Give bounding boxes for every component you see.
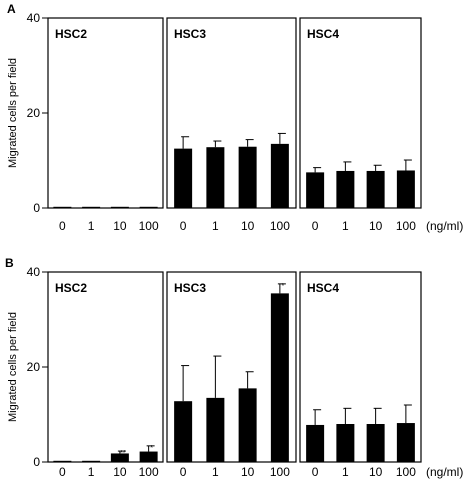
x-tick-label: 100 bbox=[396, 465, 416, 479]
bar bbox=[306, 424, 325, 462]
panel-hsc3: HSC3 0 1 10 100 bbox=[166, 17, 297, 233]
y-tick-label: 20 bbox=[27, 106, 41, 120]
y-tick-label: 20 bbox=[27, 360, 41, 374]
bar bbox=[206, 147, 225, 208]
bar bbox=[110, 453, 129, 462]
bar bbox=[139, 451, 158, 462]
x-tick-label: 10 bbox=[241, 465, 255, 479]
x-tick-label: 10 bbox=[241, 219, 255, 233]
panel-hsc3: HSC3 0 1 10 * 100 bbox=[166, 271, 297, 479]
significance-mark: * bbox=[150, 445, 153, 452]
panel-title: HSC4 bbox=[307, 27, 339, 41]
y-axis-title: Migrated cells per field bbox=[7, 312, 19, 422]
bar bbox=[174, 401, 193, 462]
x-tick-label: 100 bbox=[139, 219, 159, 233]
x-tick-label: 10 bbox=[369, 219, 383, 233]
x-tick-label: 1 bbox=[212, 219, 219, 233]
panel-title: HSC4 bbox=[307, 281, 339, 295]
x-tick-label: 0 bbox=[312, 219, 319, 233]
panel-title: HSC3 bbox=[174, 281, 206, 295]
bar bbox=[238, 146, 257, 208]
bar bbox=[336, 424, 355, 462]
x-tick-label: 1 bbox=[342, 219, 349, 233]
bar bbox=[306, 172, 325, 208]
panel-frame bbox=[47, 271, 164, 463]
bar bbox=[270, 143, 289, 208]
bar bbox=[396, 170, 415, 208]
panel-frame bbox=[166, 271, 297, 463]
bar bbox=[174, 148, 193, 208]
panel-hsc2: HSC2 0 1 ** 10 * 100 bbox=[47, 271, 164, 479]
x-tick-label: 10 bbox=[113, 465, 127, 479]
x-tick-label: 10 bbox=[369, 465, 383, 479]
x-tick-label: 0 bbox=[59, 219, 66, 233]
y-axis-title: Migrated cells per field bbox=[7, 58, 19, 168]
panel-frame bbox=[299, 271, 422, 463]
significance-mark: ** bbox=[120, 450, 126, 457]
y-tick-label: 40 bbox=[27, 265, 41, 279]
x-tick-label: 0 bbox=[59, 465, 66, 479]
x-tick-label: 1 bbox=[342, 465, 349, 479]
bar bbox=[139, 206, 158, 208]
bar bbox=[206, 397, 225, 462]
panel-frame bbox=[47, 17, 164, 209]
bar bbox=[53, 206, 72, 208]
panel-hsc2: HSC2 0 1 10 100 bbox=[47, 17, 164, 233]
x-tick-label: 1 bbox=[212, 465, 219, 479]
x-tick-label: 0 bbox=[180, 219, 187, 233]
x-tick-label: 0 bbox=[312, 465, 319, 479]
bar bbox=[366, 170, 385, 208]
y-tick-label: 0 bbox=[33, 201, 40, 215]
panel-title: HSC3 bbox=[174, 27, 206, 41]
bar bbox=[238, 388, 257, 462]
x-tick-label: 100 bbox=[270, 465, 290, 479]
x-tick-label: 0 bbox=[180, 465, 187, 479]
y-tick-label: 0 bbox=[33, 455, 40, 469]
panel-hsc4: HSC4 0 1 10 100 bbox=[299, 17, 422, 233]
y-tick-label: 40 bbox=[27, 11, 41, 25]
unit-label: (ng/ml) bbox=[426, 219, 463, 233]
bar bbox=[82, 206, 101, 208]
bar bbox=[82, 460, 101, 462]
unit-label: (ng/ml) bbox=[426, 465, 463, 479]
panel-letter: A bbox=[7, 2, 16, 16]
bar bbox=[53, 460, 72, 462]
significance-mark: * bbox=[282, 283, 285, 290]
bar bbox=[396, 423, 415, 462]
bar bbox=[366, 424, 385, 462]
x-tick-label: 1 bbox=[88, 219, 95, 233]
panel-letter: B bbox=[5, 256, 14, 270]
x-tick-label: 100 bbox=[396, 219, 416, 233]
panel-frame bbox=[166, 17, 297, 209]
panel-frame bbox=[299, 17, 422, 209]
bar bbox=[270, 293, 289, 462]
x-tick-label: 100 bbox=[270, 219, 290, 233]
x-tick-label: 100 bbox=[139, 465, 159, 479]
x-tick-label: 1 bbox=[88, 465, 95, 479]
x-tick-label: 10 bbox=[113, 219, 127, 233]
bar bbox=[336, 170, 355, 208]
panel-hsc4: HSC4 0 1 10 100 bbox=[299, 271, 422, 479]
panel-title: HSC2 bbox=[55, 281, 87, 295]
panel-title: HSC2 bbox=[55, 27, 87, 41]
bar bbox=[110, 206, 129, 208]
